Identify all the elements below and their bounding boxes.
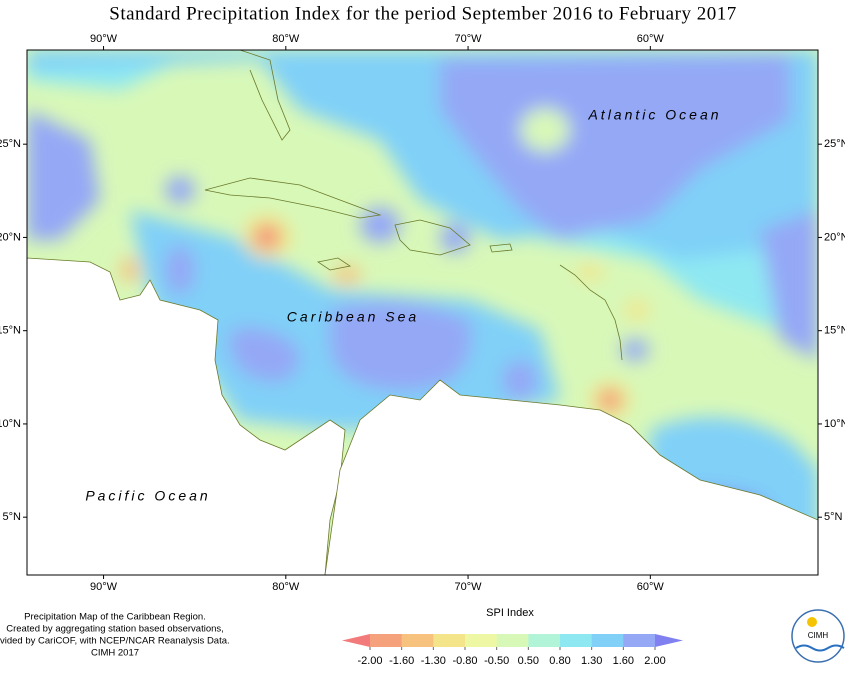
south-america [324,379,818,575]
ocean-label: Atlantic Ocean [587,107,721,123]
legend-label: 0.80 [549,655,570,667]
legend-swatch [433,634,466,647]
cuba [204,177,382,219]
ocean-label: Pacific Ocean [85,488,210,504]
lon-label: 70°W [455,33,483,45]
note: vided by CariCOF, with NCEP/NCAR Reanaly… [0,636,230,647]
note: Created by aggregating station based obs… [6,624,224,635]
legend-swatch [401,634,434,647]
lon-label: 80°W [272,581,300,593]
legend-swatch [655,634,683,647]
lat-label: 20°N [0,231,21,243]
lat-label: 20°N [824,231,845,243]
legend-swatch [370,634,403,647]
lon-label: 90°W [90,581,118,593]
florida [239,50,291,141]
legend-label: -0.80 [452,655,477,667]
legend-swatch [591,634,624,647]
legend-label: 0.50 [518,655,539,667]
notes: Precipitation Map of the Caribbean Regio… [0,612,230,659]
lat-label: 15°N [824,325,845,337]
legend-swatch [560,634,593,647]
lat-label: 10°N [0,418,21,430]
sea-label: Caribbean Sea [287,309,419,325]
legend-label: 2.00 [644,655,665,667]
lon-label: 70°W [455,581,483,593]
central-america [27,257,346,575]
logo-text: CIMH [808,631,829,640]
legend-label: -1.30 [421,655,446,667]
lon-label: 60°W [637,33,665,45]
puerto-rico [489,243,513,253]
logo-sun [807,617,817,627]
legend-swatch [623,634,656,647]
legend-title: SPI Index [486,607,534,619]
lat-label: 5°N [3,511,22,523]
lat-label: 5°N [824,511,843,523]
legend-swatch [528,634,561,647]
legend-label: -1.60 [389,655,414,667]
legend-swatch [465,634,498,647]
map-frame [26,49,819,576]
legend-label: -0.50 [484,655,509,667]
logo-wave [795,644,845,652]
legend-label: 1.30 [581,655,602,667]
legend-label: -2.00 [357,655,382,667]
lon-label: 60°W [637,581,665,593]
antilles [559,264,623,361]
map [27,50,818,575]
lat-label: 25°N [824,138,845,150]
legend-swatch [342,634,370,647]
logo-ring [791,609,845,663]
title: Standard Precipitation Index for the per… [109,3,736,24]
logo: CIMH [791,609,845,663]
lon-label: 80°W [272,33,300,45]
lon-label: 90°W [90,33,118,45]
lat-label: 10°N [824,418,845,430]
note: Precipitation Map of the Caribbean Regio… [24,612,206,623]
lat-label: 15°N [0,325,21,337]
legend-label: 1.60 [613,655,634,667]
lat-label: 25°N [0,138,21,150]
note: CIMH 2017 [91,648,139,659]
legend-swatch [496,634,529,647]
jamaica [316,257,352,271]
hispaniola [394,219,471,256]
